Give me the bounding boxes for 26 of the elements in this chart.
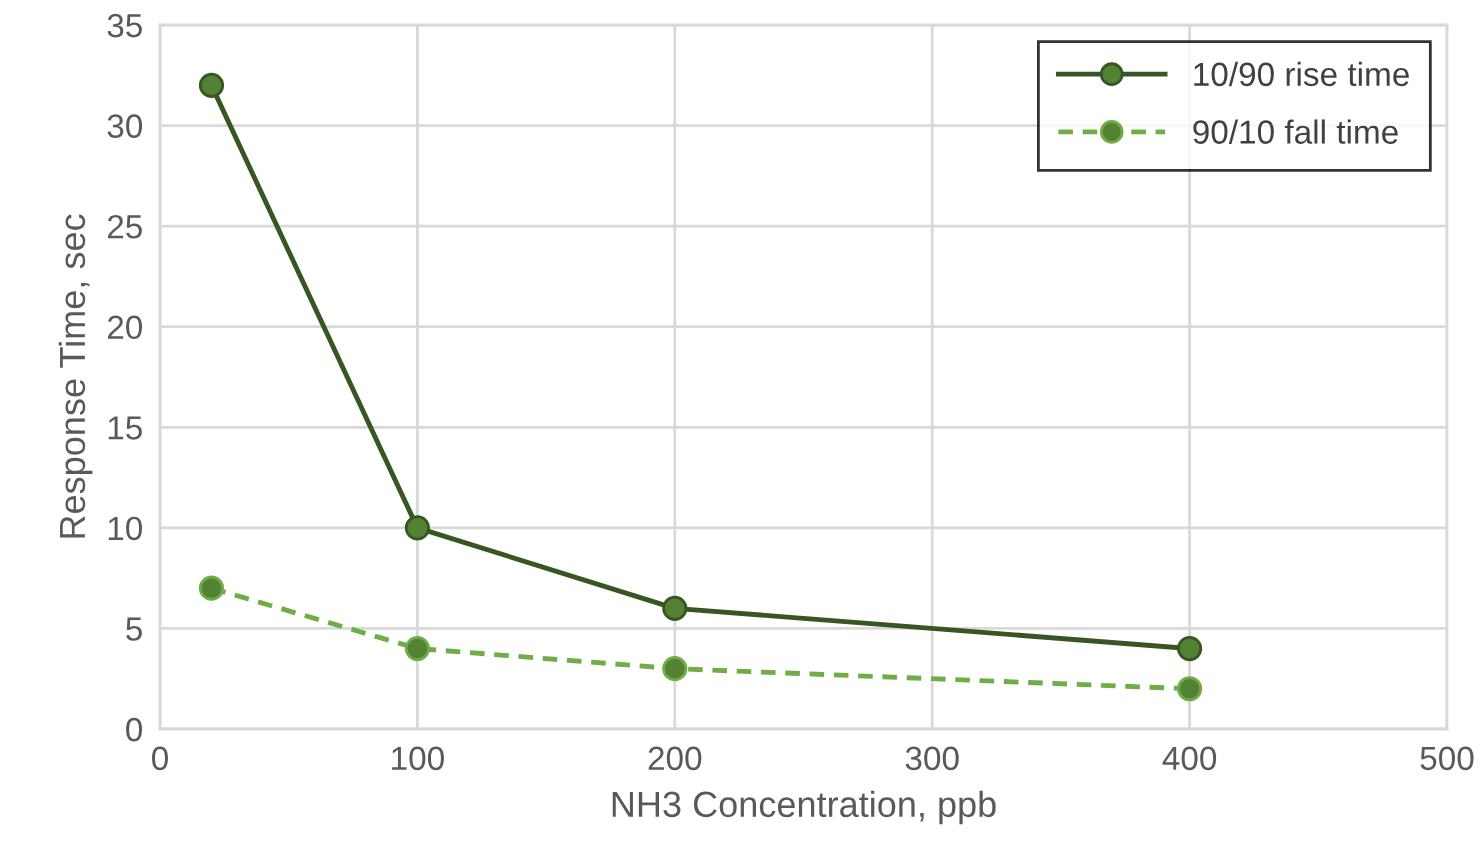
point (662, 656, 688, 682)
point (1177, 676, 1203, 702)
y-tick-label: 30 (107, 114, 143, 138)
x-tick-label: 300 (905, 746, 959, 771)
legend-label: 10/90 rise time (1194, 61, 1409, 87)
point (198, 72, 225, 98)
y-tick-label: 0 (126, 717, 143, 742)
x-tick-label: 200 (648, 746, 702, 771)
y-tick-label: 15 (108, 416, 142, 440)
point (662, 595, 688, 621)
y-tick-label: 20 (107, 315, 143, 340)
x-axis-title: NH3 Concentration, ppb (612, 790, 996, 825)
y-tick-label: 10 (108, 516, 143, 541)
y-tick-label: 25 (107, 214, 142, 239)
x-tick-label: 100 (392, 746, 444, 771)
point (404, 635, 430, 662)
y-tick-label: 35 (107, 13, 142, 38)
point (1177, 635, 1203, 662)
y-axis-title: Response Time, sec (58, 214, 93, 538)
x-tick-label: 0 (152, 746, 168, 771)
x-tick-label: 400 (1162, 746, 1217, 771)
x-tick-label: 500 (1420, 746, 1474, 771)
point (404, 515, 430, 541)
y-tick-label: 5 (126, 617, 142, 641)
legend-label: 90/10 fall time (1193, 119, 1398, 144)
point (198, 575, 225, 601)
